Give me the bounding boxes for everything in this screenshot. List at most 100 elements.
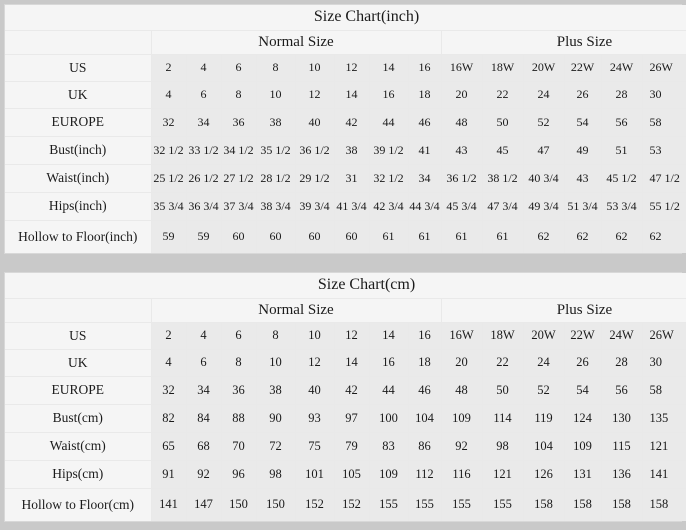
cell-europe-5: 40 <box>294 107 335 137</box>
cell-waist-2: 68 <box>185 431 222 461</box>
cell-hollow-3: 60 <box>220 219 257 253</box>
cell-europe-2: 34 <box>185 107 222 137</box>
cell-uk-4: 10 <box>255 80 296 109</box>
cell-hips-12: 51 3/4 <box>563 191 602 221</box>
cell-bust-3: 88 <box>220 403 257 433</box>
cell-us-1: 2 <box>150 321 187 350</box>
row-label-bust: Bust(inch) <box>5 135 152 165</box>
cell-bust-7: 39 1/2 <box>368 135 409 165</box>
cell-bust-4: 90 <box>255 403 296 433</box>
table-row-europe: EUROPE 32 34 36 38 40 42 44 46 48 50 52 … <box>5 107 686 137</box>
table-row-europe: EUROPE 32 34 36 38 40 42 44 46 48 50 52 … <box>5 375 686 405</box>
cell-hips-6: 105 <box>333 459 370 489</box>
cell-hips-9: 45 3/4 <box>440 191 483 221</box>
cell-uk-13: 28 <box>600 348 643 377</box>
cell-us-9: 16W <box>440 53 483 82</box>
cell-uk-7: 16 <box>368 348 409 377</box>
table-row-us: US 2 4 6 8 10 12 14 16 16W 18W 20W 22W 2… <box>5 53 686 82</box>
cell-waist-9: 36 1/2 <box>440 163 483 193</box>
cell-europe-3: 36 <box>220 375 257 405</box>
cell-uk-10: 22 <box>481 348 524 377</box>
cell-hips-7: 42 3/4 <box>368 191 409 221</box>
cell-hollow-4: 60 <box>255 219 296 253</box>
cell-hips-8: 44 3/4 <box>407 191 442 221</box>
cell-hollow-10: 61 <box>481 219 524 253</box>
cell-us-3: 6 <box>220 53 257 82</box>
cell-hips-10: 121 <box>481 459 524 489</box>
cell-waist-1: 65 <box>150 431 187 461</box>
cell-waist-12: 109 <box>563 431 602 461</box>
cell-us-12: 22W <box>563 53 602 82</box>
cell-us-10: 18W <box>481 53 524 82</box>
cell-us-8: 16 <box>407 321 442 350</box>
cell-bust-9: 43 <box>440 135 483 165</box>
table-row-bust: Bust(cm) 82 84 88 90 93 97 100 104 109 1… <box>5 403 686 433</box>
cell-hollow-11: 158 <box>522 487 565 521</box>
cell-bust-5: 36 1/2 <box>294 135 335 165</box>
cell-hollow-7: 61 <box>368 219 409 253</box>
cell-us-7: 14 <box>368 321 409 350</box>
cell-waist-14: 47 1/2 <box>641 163 686 193</box>
row-label-uk: UK <box>5 348 152 377</box>
table-body: Size Chart(cm) Normal Size Plus Size US … <box>5 273 686 521</box>
cell-waist-5: 29 1/2 <box>294 163 335 193</box>
cell-us-1: 2 <box>150 53 187 82</box>
cell-bust-2: 33 1/2 <box>185 135 222 165</box>
cell-hips-3: 96 <box>220 459 257 489</box>
cell-bust-11: 47 <box>522 135 565 165</box>
table-row-bust: Bust(inch) 32 1/2 33 1/2 34 1/2 35 1/2 3… <box>5 135 686 165</box>
cell-hips-4: 38 3/4 <box>255 191 296 221</box>
cell-waist-11: 104 <box>522 431 565 461</box>
row-label-us: US <box>5 321 152 350</box>
cell-europe-14: 58 <box>641 375 686 405</box>
cell-us-14: 26W <box>641 53 686 82</box>
cell-europe-10: 50 <box>481 107 524 137</box>
cell-uk-8: 18 <box>407 348 442 377</box>
cell-europe-8: 46 <box>407 375 442 405</box>
cell-hips-14: 141 <box>641 459 686 489</box>
cell-uk-6: 14 <box>333 348 370 377</box>
cell-bust-3: 34 1/2 <box>220 135 257 165</box>
cell-us-5: 10 <box>294 321 335 350</box>
cell-europe-6: 42 <box>333 375 370 405</box>
cell-hips-2: 36 3/4 <box>185 191 222 221</box>
table-row-us: US 2 4 6 8 10 12 14 16 16W 18W 20W 22W 2… <box>5 321 686 350</box>
cell-hollow-10: 155 <box>481 487 524 521</box>
cell-waist-5: 75 <box>294 431 335 461</box>
cell-us-4: 8 <box>255 321 296 350</box>
cell-uk-3: 8 <box>220 80 257 109</box>
cell-europe-6: 42 <box>333 107 370 137</box>
row-label-hips: Hips(cm) <box>5 459 152 489</box>
cell-europe-7: 44 <box>368 375 409 405</box>
row-label-bust: Bust(cm) <box>5 403 152 433</box>
cell-hollow-6: 60 <box>333 219 370 253</box>
cell-hips-13: 53 3/4 <box>600 191 643 221</box>
cell-hollow-5: 152 <box>294 487 335 521</box>
chart-title: Size Chart(cm) <box>5 273 686 299</box>
cell-hollow-12: 158 <box>563 487 602 521</box>
cell-europe-8: 46 <box>407 107 442 137</box>
group-header-row: Normal Size Plus Size <box>5 297 686 323</box>
cell-uk-2: 6 <box>185 80 222 109</box>
cell-hollow-9: 155 <box>440 487 483 521</box>
cell-bust-9: 109 <box>440 403 483 433</box>
cell-uk-12: 26 <box>563 348 602 377</box>
cell-bust-14: 135 <box>641 403 686 433</box>
cell-europe-4: 38 <box>255 107 296 137</box>
cell-hollow-9: 61 <box>440 219 483 253</box>
table-row-hollow-to-floor: Hollow to Floor(cm) 141 147 150 150 152 … <box>5 487 686 521</box>
cell-bust-10: 45 <box>481 135 524 165</box>
cell-europe-7: 44 <box>368 107 409 137</box>
cell-bust-13: 130 <box>600 403 643 433</box>
cell-hollow-14: 158 <box>641 487 686 521</box>
cell-bust-1: 82 <box>150 403 187 433</box>
cell-europe-9: 48 <box>440 107 483 137</box>
row-label-us: US <box>5 53 152 82</box>
cell-uk-5: 12 <box>294 80 335 109</box>
cell-hips-6: 41 3/4 <box>333 191 370 221</box>
cell-waist-9: 92 <box>440 431 483 461</box>
size-chart-cm: Size Chart(cm) Normal Size Plus Size US … <box>4 272 686 522</box>
cell-uk-2: 6 <box>185 348 222 377</box>
group-header-blank <box>5 297 152 323</box>
cell-uk-4: 10 <box>255 348 296 377</box>
